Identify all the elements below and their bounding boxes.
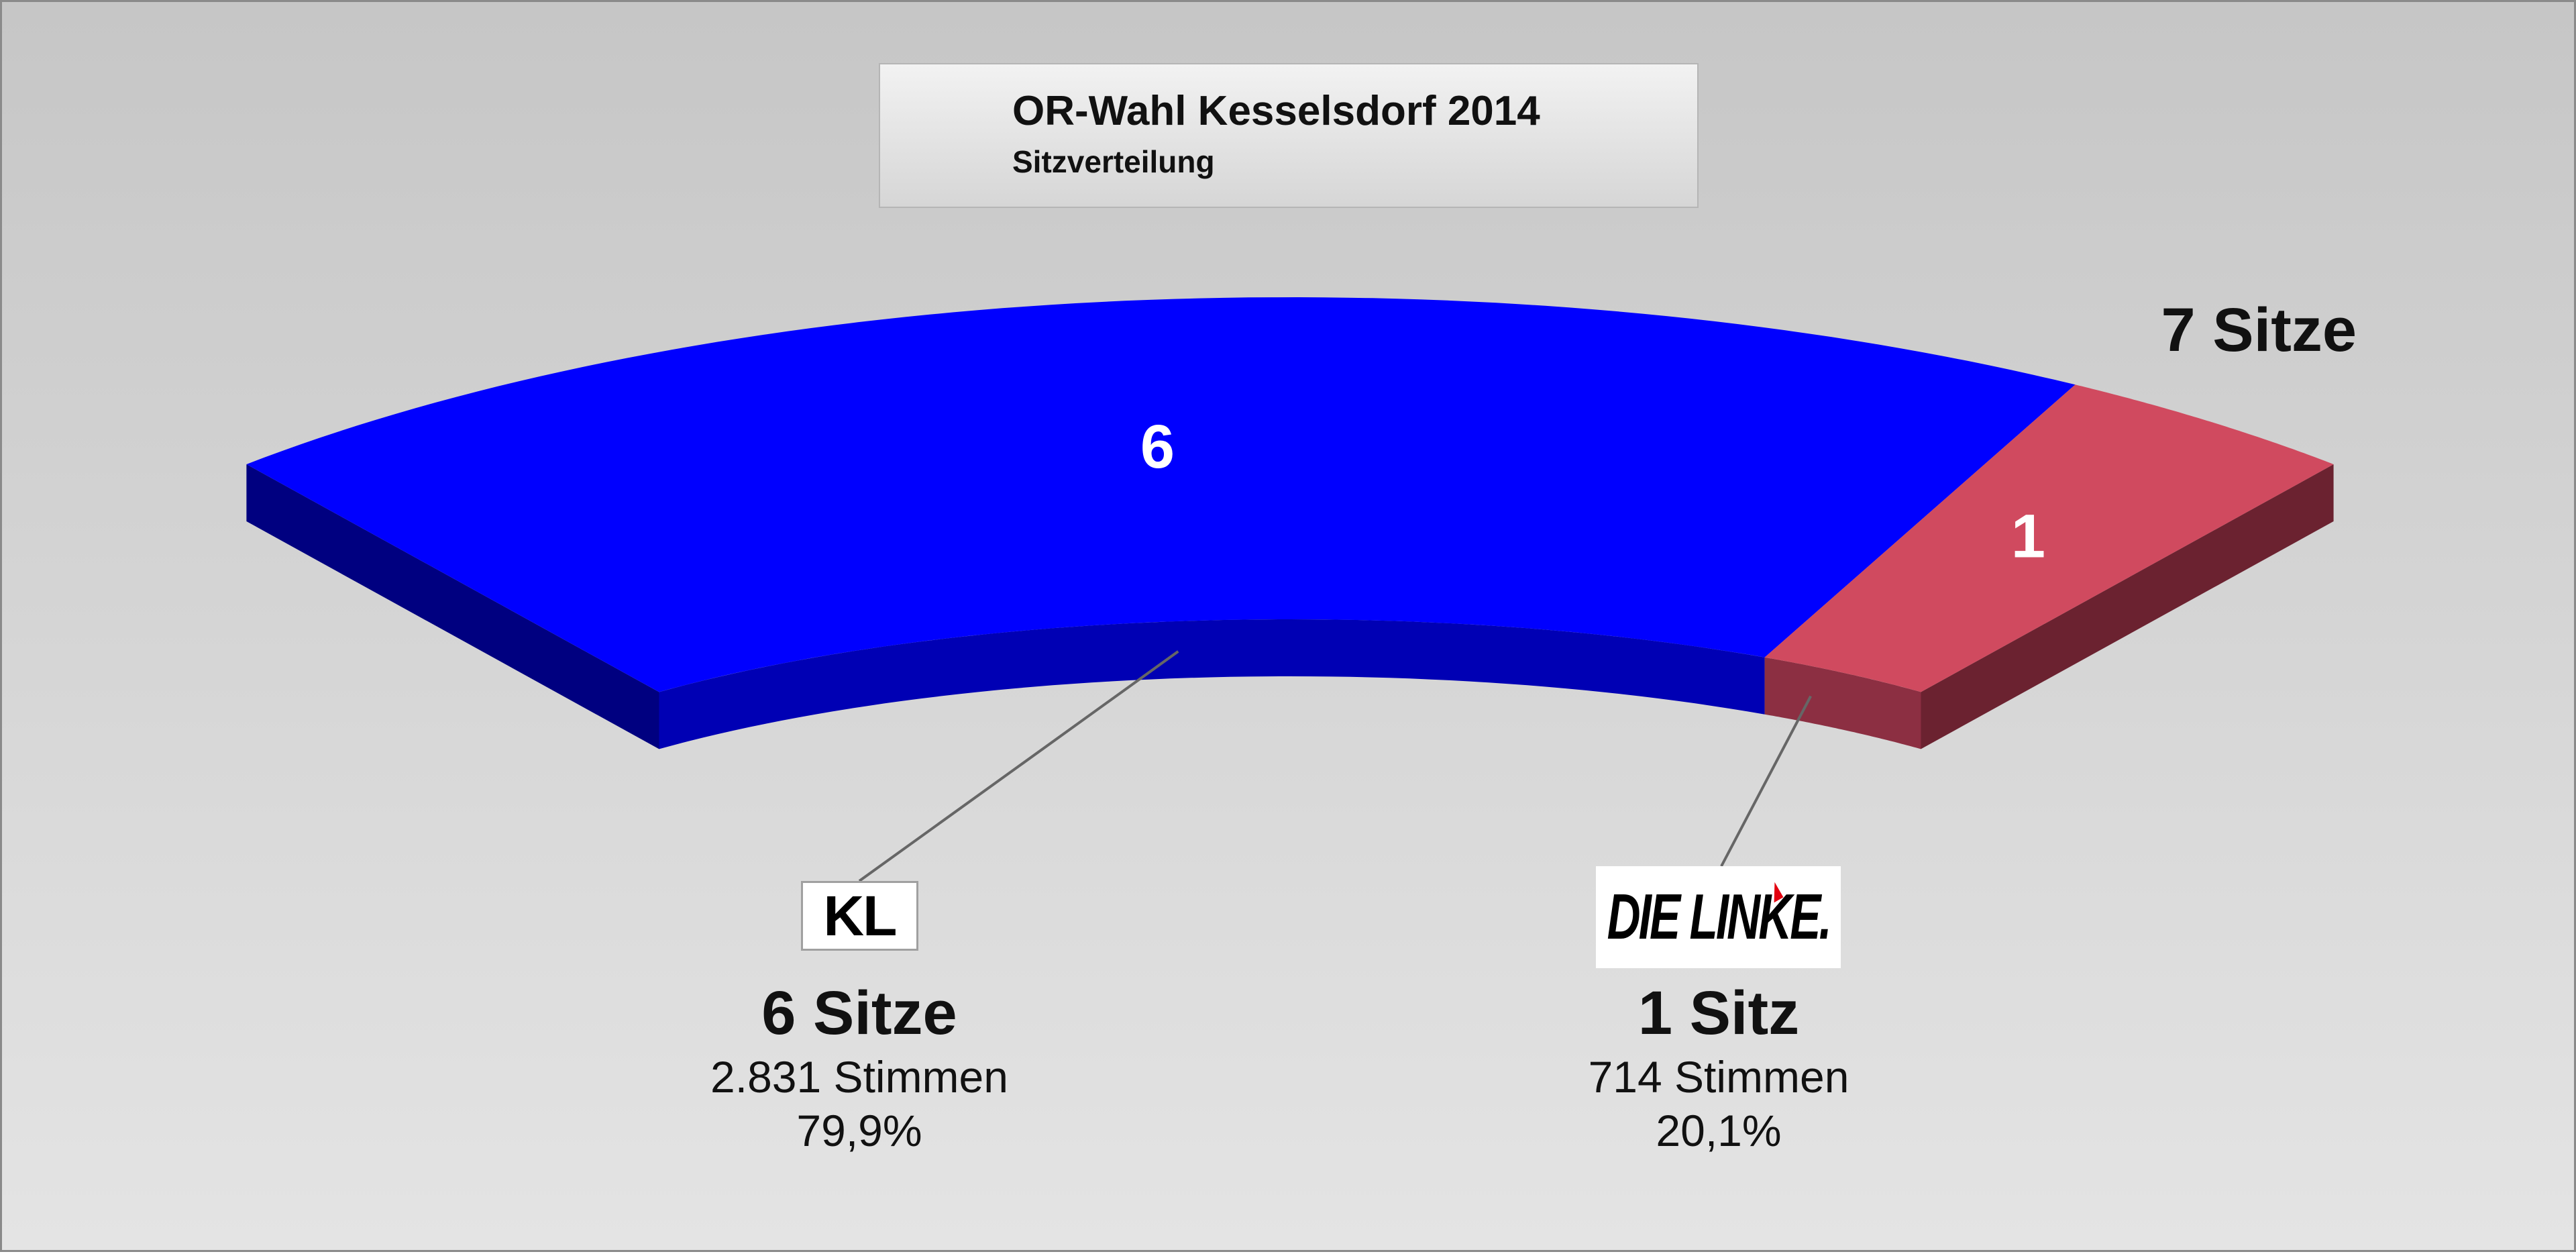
die-linke-logo-text: DIE LINKE. xyxy=(1607,881,1831,953)
linke-seat-count-label: 1 xyxy=(2011,502,2045,570)
kl-end-wall xyxy=(246,464,659,749)
kl-inner-face xyxy=(659,619,1765,749)
kl-logo: KL xyxy=(801,881,918,951)
linke-percent-label: 20,1% xyxy=(1656,1106,1782,1155)
linke-votes-label: 714 Stimmen xyxy=(1588,1052,1849,1102)
party-block-linke: 1 Sitz 714 Stimmen 20,1% xyxy=(1477,976,1960,1157)
chart-title: OR-Wahl Kesselsdorf 2014 xyxy=(1012,88,1540,134)
kl-percent-label: 79,9% xyxy=(796,1106,922,1155)
die-linke-logo: DIE LINKE. xyxy=(1596,866,1841,968)
chart-subtitle: Sitzverteilung xyxy=(1012,144,1215,179)
kl-seats-label: 6 Sitze xyxy=(761,979,957,1047)
title-box: OR-Wahl Kesselsdorf 2014 Sitzverteilung xyxy=(879,63,1699,208)
linke-end-wall xyxy=(1921,464,2334,749)
kl-seat-count-label: 6 xyxy=(1140,413,1175,481)
linke-inner-face xyxy=(1764,657,1921,749)
party-block-kl: 6 Sitze 2.831 Stimmen 79,9% xyxy=(618,976,1101,1157)
kl-votes-label: 2.831 Stimmen xyxy=(710,1052,1008,1102)
total-seats-label: 7 Sitze xyxy=(2161,296,2357,364)
kl-leader-line xyxy=(858,650,1179,882)
linke-segment xyxy=(1764,384,2334,692)
kl-logo-text: KL xyxy=(823,884,898,947)
linke-leader-line xyxy=(1720,695,1812,867)
kl-segment xyxy=(246,297,2076,692)
linke-seats-label: 1 Sitz xyxy=(1638,979,1800,1047)
